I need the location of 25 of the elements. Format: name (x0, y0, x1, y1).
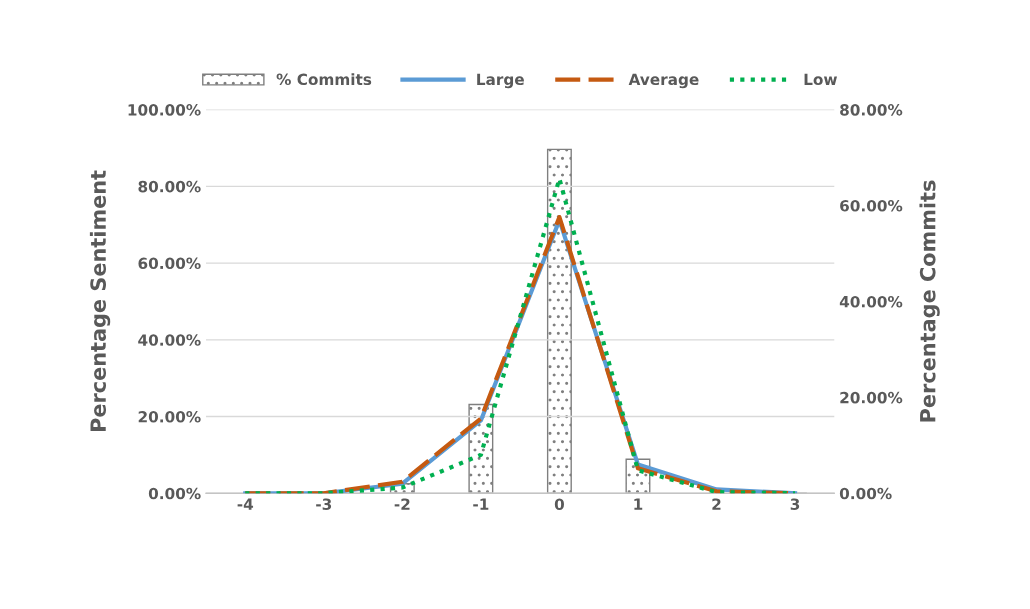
x-tick-label: -4 (237, 498, 254, 510)
y-tick-label: 0.00% (148, 487, 201, 500)
y2-tick-label: 0.00% (839, 487, 892, 500)
y-tick-label: 100.00% (128, 104, 201, 116)
x-tick-label: 3 (790, 498, 800, 510)
y-tick-label: 60.00% (138, 257, 201, 270)
y2-tick-label: 40.00% (839, 295, 903, 308)
y2-tick-label: 60.00% (840, 200, 903, 212)
y2-axis-title: Percentage Commits (919, 180, 940, 422)
x-tick-label: 0 (554, 498, 564, 510)
x-tick-label: -1 (473, 498, 489, 510)
legend-label: Large (477, 73, 524, 89)
legend-label: Low (804, 73, 837, 86)
legend-label: % Commits (276, 73, 372, 86)
y-tick-label: 20.00% (138, 411, 201, 423)
x-tick-label: -3 (316, 498, 332, 510)
y-tick-label: 40.00% (138, 334, 201, 346)
x-tick-label: 2 (712, 498, 721, 510)
x-tick-label: -2 (394, 498, 410, 510)
y-axis-title: Percentage Sentiment (89, 170, 111, 432)
y2-tick-label: 20.00% (840, 391, 903, 404)
x-tick-label: 1 (634, 498, 643, 510)
legend-label: Average (628, 73, 699, 89)
y-tick-label: 80.00% (138, 180, 201, 193)
y2-tick-label: 80.00% (840, 104, 903, 116)
